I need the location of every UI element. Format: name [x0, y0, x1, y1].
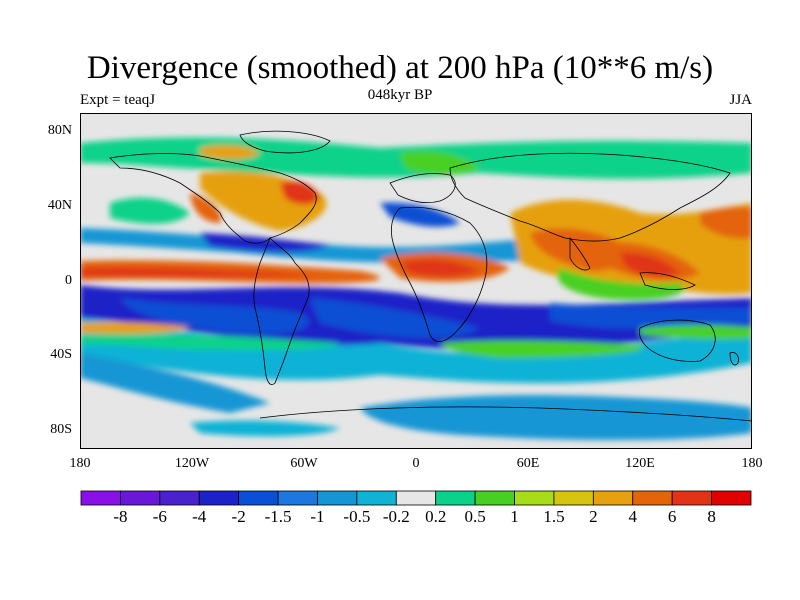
colorbar-label: -0.2 — [382, 507, 410, 526]
colorbar-swatch — [711, 490, 752, 506]
y-tick-label: 40S — [50, 347, 72, 362]
colorbar-label: -2 — [231, 507, 246, 526]
colorbar-swatch — [553, 490, 594, 506]
colorbar-label: 1 — [510, 507, 519, 526]
colorbar-swatch — [198, 490, 240, 506]
y-tick-label: 0 — [65, 273, 72, 288]
colorbar-swatch — [159, 490, 200, 506]
colorbar-label: -1 — [310, 507, 325, 526]
colorbar — [80, 490, 752, 506]
x-tick-label: 60E — [516, 456, 540, 471]
colorbar-label: -4 — [192, 507, 207, 526]
x-tick-label: 180 — [69, 456, 91, 471]
plot-title: Divergence (smoothed) at 200 hPa (10**6 … — [86, 50, 714, 86]
x-tick-label: 120E — [625, 456, 655, 471]
y-tick-label: 40N — [47, 198, 72, 213]
colorbar-label: 6 — [667, 507, 677, 526]
colorbar-label: -0.5 — [343, 507, 371, 526]
colorbar-swatch — [356, 490, 397, 506]
x-tick-label: 180 — [741, 456, 763, 471]
x-tick-label: 0 — [412, 456, 420, 471]
colorbar-swatch — [395, 490, 437, 506]
colorbar-label: -8 — [113, 507, 128, 526]
colorbar-swatch — [120, 490, 161, 506]
colorbar-label: -6 — [152, 507, 167, 526]
colorbar-swatch — [238, 490, 279, 506]
divergence-map — [80, 113, 752, 449]
colorbar-swatch — [277, 490, 318, 506]
colorbar-swatch — [317, 490, 358, 506]
colorbar-swatch — [80, 490, 121, 506]
colorbar-label: 0.2 — [425, 507, 447, 526]
colorbar-label: 2 — [589, 507, 598, 526]
coastlines — [109, 130, 752, 422]
colorbar-label: 1.5 — [543, 507, 565, 526]
colorbar-swatch — [671, 490, 712, 506]
colorbar-label: 4 — [628, 507, 638, 526]
x-tick-label: 120W — [174, 456, 210, 471]
colorbar-swatch — [632, 490, 673, 506]
colorbar-label: -1.5 — [264, 507, 292, 526]
colorbar-label: 8 — [707, 507, 716, 526]
season-label: JJA — [729, 92, 752, 108]
y-tick-label: 80S — [50, 422, 72, 437]
colorbar-swatch — [514, 490, 555, 506]
colorbar-swatch — [592, 490, 634, 506]
x-tick-label: 60W — [290, 456, 318, 471]
colorbar-label: 0.5 — [464, 507, 486, 526]
colorbar-swatch — [474, 490, 515, 506]
period-label: 048kyr BP — [367, 87, 433, 103]
experiment-label: Expt = teaqJ — [80, 92, 156, 108]
map-frame — [80, 113, 752, 449]
y-tick-label: 80N — [47, 123, 72, 138]
colorbar-swatch — [435, 490, 476, 506]
